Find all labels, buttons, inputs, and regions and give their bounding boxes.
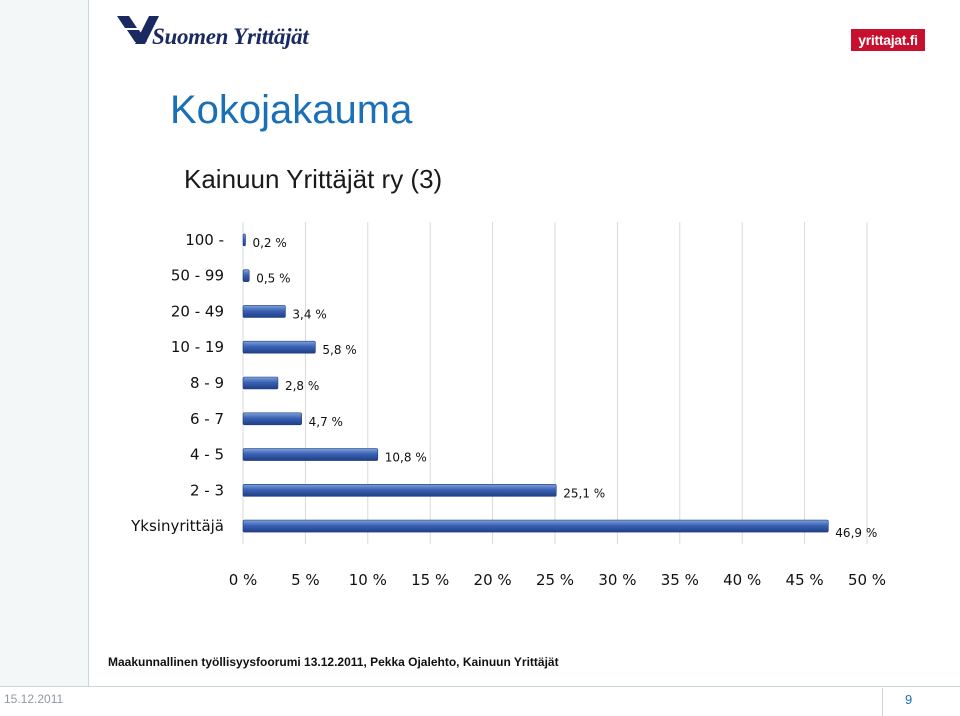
page-title: Kokojakauma [170, 88, 413, 132]
chart-title: Kainuun Yrittäjät ry (3) [184, 164, 443, 194]
x-tick-label: 10 % [349, 571, 387, 589]
category-label: 6 - 7 [190, 410, 224, 428]
data-label: 25,1 % [563, 486, 605, 500]
bar [242, 412, 302, 426]
bar [242, 484, 557, 497]
x-tick-label: 20 % [474, 571, 512, 589]
bottom-divider [0, 686, 960, 687]
x-tick-label: 0 % [229, 571, 258, 589]
footer-note: Maakunnallinen työllisyysfoorumi 13.12.2… [108, 655, 559, 669]
category-label: 10 - 19 [171, 338, 224, 356]
bar [242, 519, 829, 533]
category-label: 4 - 5 [190, 446, 224, 464]
suomen-yrittajat-logo-icon [117, 16, 159, 44]
x-tick-label: 25 % [536, 571, 574, 589]
category-label: 100 - [185, 231, 224, 249]
data-label: 5,8 % [322, 343, 356, 357]
left-divider [88, 0, 89, 686]
category-label: 2 - 3 [190, 481, 224, 499]
bar [242, 340, 316, 354]
left-margin-band [0, 0, 88, 686]
x-tick-label: 35 % [661, 571, 699, 589]
category-label: 50 - 99 [171, 267, 224, 285]
bar [242, 305, 286, 318]
yrittajat-fi-badge[interactable]: yrittajat.fi [851, 29, 925, 51]
x-tick-label: 40 % [723, 571, 761, 589]
x-tick-label: 45 % [786, 571, 824, 589]
bar [242, 448, 379, 461]
bar [242, 269, 250, 282]
x-tick-label: 5 % [291, 571, 320, 589]
data-label: 46,9 % [835, 526, 877, 540]
data-label: 10,8 % [385, 451, 427, 465]
x-tick-label: 15 % [411, 571, 449, 589]
slide-date: 15.12.2011 [4, 692, 64, 706]
category-label: 20 - 49 [171, 302, 224, 320]
category-label: 8 - 9 [190, 374, 224, 392]
bar-chart: 0 % 5 % 10 % 15 % 20 % 25 % 30 % 35 % 40 % 45 % 50… [130, 222, 886, 589]
page-number-divider [882, 688, 883, 716]
data-label: 2,8 % [285, 379, 319, 393]
x-tick-label: 30 % [598, 571, 636, 589]
page-number: 9 [905, 692, 913, 707]
bar [242, 376, 279, 390]
x-tick-label: 50 % [848, 571, 886, 589]
data-label: 0,2 % [252, 236, 286, 250]
logo-text: Suomen Yrittäjät [152, 24, 309, 49]
data-label: 0,5 % [256, 272, 290, 286]
bar [242, 233, 246, 247]
data-label: 4,7 % [309, 415, 343, 429]
data-label: 3,4 % [292, 307, 326, 321]
category-label: Yksinyrittäjä [130, 517, 224, 535]
